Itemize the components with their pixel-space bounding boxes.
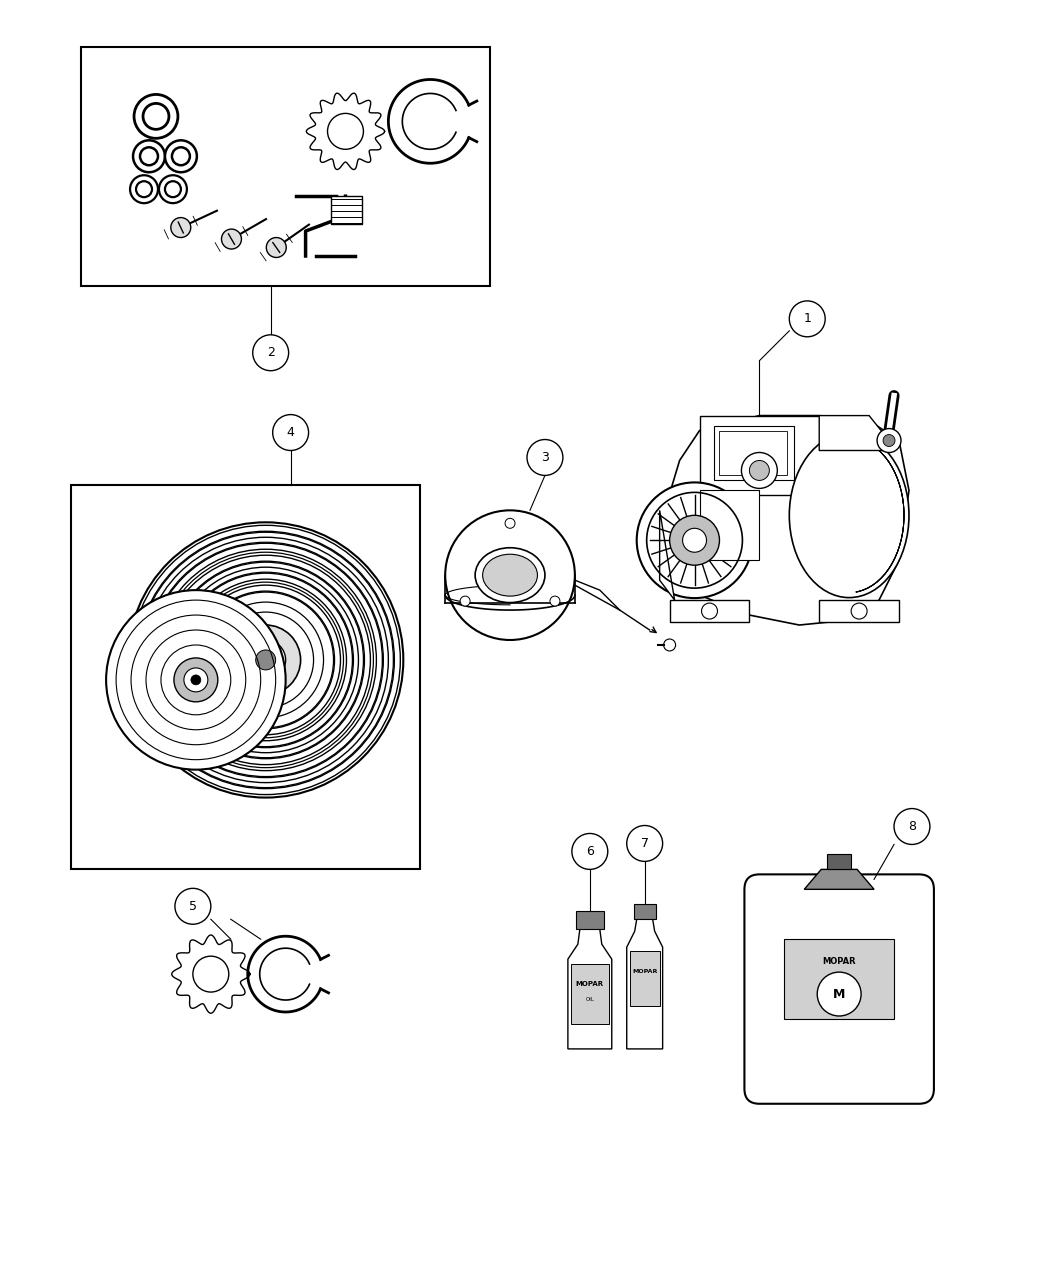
Polygon shape <box>659 510 674 601</box>
Circle shape <box>750 460 770 481</box>
Circle shape <box>883 435 895 446</box>
Text: 6: 6 <box>586 845 593 858</box>
Circle shape <box>894 808 930 844</box>
Bar <box>719 431 788 476</box>
Circle shape <box>246 640 286 680</box>
Circle shape <box>165 181 181 198</box>
Bar <box>634 904 655 919</box>
Text: 2: 2 <box>267 347 275 360</box>
Text: OIL: OIL <box>586 997 594 1002</box>
Circle shape <box>664 639 675 652</box>
Bar <box>699 491 759 560</box>
Circle shape <box>140 148 158 166</box>
Bar <box>71 486 420 870</box>
Circle shape <box>231 625 300 695</box>
Circle shape <box>106 590 286 770</box>
Circle shape <box>159 175 187 203</box>
Circle shape <box>128 523 403 798</box>
Circle shape <box>852 603 867 620</box>
Circle shape <box>222 230 242 249</box>
Polygon shape <box>627 919 663 1049</box>
Text: MOPAR: MOPAR <box>822 956 856 965</box>
Bar <box>714 426 794 481</box>
Bar <box>819 601 899 622</box>
Circle shape <box>328 113 363 149</box>
Circle shape <box>175 889 211 924</box>
Polygon shape <box>568 929 612 1049</box>
Text: 4: 4 <box>287 426 295 439</box>
Bar <box>670 601 750 622</box>
Ellipse shape <box>445 510 574 640</box>
Text: MOPAR: MOPAR <box>575 980 604 987</box>
Bar <box>331 196 362 224</box>
Circle shape <box>130 175 157 203</box>
Circle shape <box>172 148 190 166</box>
Ellipse shape <box>790 434 909 598</box>
Circle shape <box>627 825 663 862</box>
Bar <box>784 940 894 1019</box>
Circle shape <box>527 440 563 476</box>
Circle shape <box>174 658 217 701</box>
Circle shape <box>877 428 901 453</box>
Circle shape <box>741 453 777 488</box>
Text: 1: 1 <box>803 312 812 325</box>
Circle shape <box>193 956 229 992</box>
Circle shape <box>701 603 717 620</box>
Ellipse shape <box>483 555 538 597</box>
Text: 8: 8 <box>908 820 916 833</box>
Circle shape <box>572 834 608 870</box>
Circle shape <box>790 301 825 337</box>
Bar <box>575 912 604 929</box>
Bar <box>699 416 869 496</box>
Circle shape <box>273 414 309 450</box>
Bar <box>827 854 852 870</box>
Circle shape <box>267 237 287 258</box>
Circle shape <box>143 103 169 129</box>
Circle shape <box>460 597 470 606</box>
Circle shape <box>256 650 276 669</box>
Circle shape <box>133 140 165 172</box>
Bar <box>630 951 659 1006</box>
Circle shape <box>165 140 196 172</box>
Ellipse shape <box>476 548 545 603</box>
Circle shape <box>505 519 516 528</box>
Circle shape <box>136 181 152 198</box>
Text: M: M <box>833 988 845 1001</box>
Circle shape <box>171 218 191 237</box>
Circle shape <box>682 528 707 552</box>
Text: 5: 5 <box>189 900 197 913</box>
Polygon shape <box>665 416 909 625</box>
Bar <box>81 47 490 286</box>
Text: 7: 7 <box>640 836 649 850</box>
Circle shape <box>636 482 753 598</box>
Circle shape <box>184 668 208 692</box>
Circle shape <box>253 335 289 371</box>
Bar <box>571 964 609 1024</box>
FancyBboxPatch shape <box>744 875 933 1104</box>
Polygon shape <box>804 870 874 890</box>
Polygon shape <box>819 416 889 450</box>
Circle shape <box>550 597 560 606</box>
Circle shape <box>191 674 201 685</box>
Circle shape <box>134 94 177 138</box>
Text: MOPAR: MOPAR <box>632 969 657 974</box>
Circle shape <box>670 515 719 565</box>
Text: 3: 3 <box>541 451 549 464</box>
Circle shape <box>817 972 861 1016</box>
